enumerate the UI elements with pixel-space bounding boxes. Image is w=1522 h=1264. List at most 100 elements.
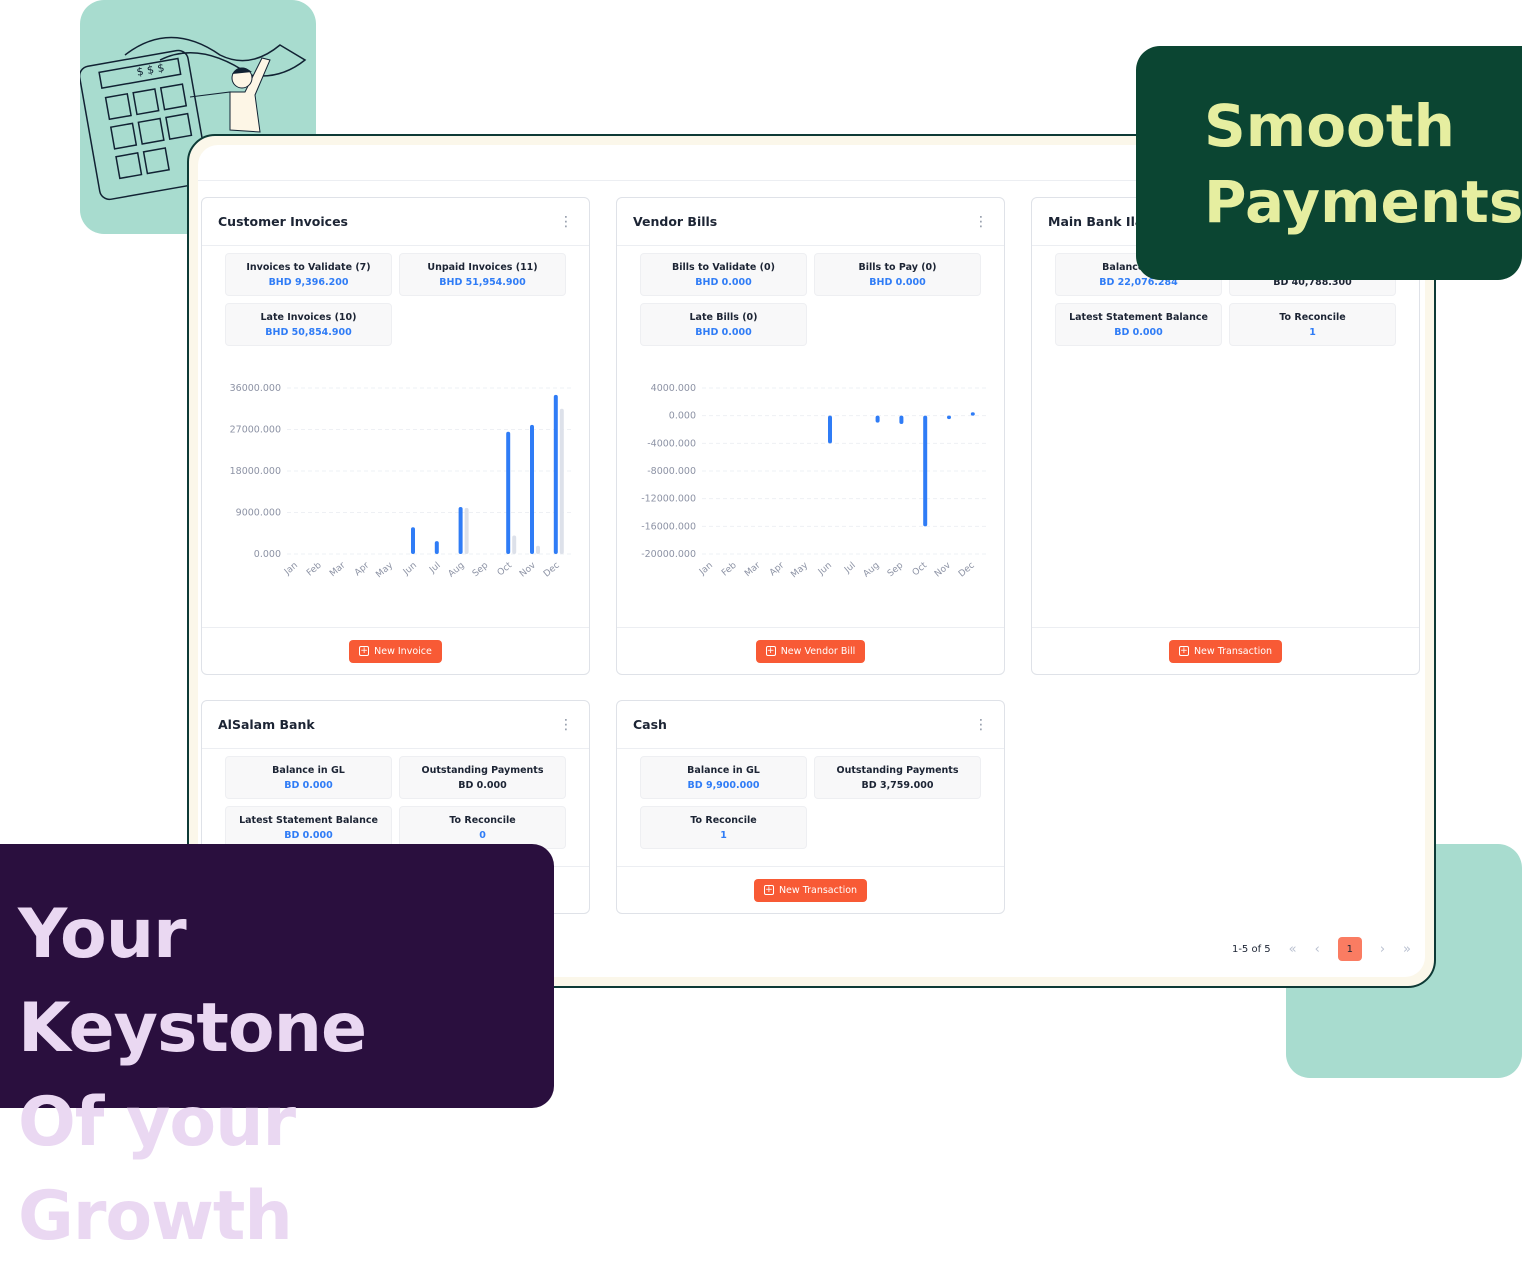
stat-value: BD 0.000 — [284, 830, 333, 841]
button-label: New Transaction — [778, 884, 858, 896]
stat-to-reconcile[interactable]: To Reconcile 1 — [640, 806, 807, 849]
button-label: New Invoice — [374, 645, 432, 657]
new-vendor-bill-button[interactable]: + New Vendor Bill — [755, 639, 866, 663]
x-tick-label: Sep — [471, 560, 491, 579]
card-customer-invoices: Customer Invoices ⋮ Invoices to Validate (… — [201, 197, 590, 675]
stat-label: To Reconcile — [449, 815, 516, 826]
y-tick-label: 0.000 — [254, 549, 281, 560]
stat-balance-in-gl[interactable]: Balance in GL BD 9,900.000 — [640, 756, 807, 799]
bar-dec — [970, 412, 975, 416]
plus-icon: + — [763, 885, 774, 895]
page-1-button[interactable]: 1 — [1337, 937, 1362, 961]
card-title: Main Bank Ila — [1048, 214, 1144, 229]
bar-aug — [875, 415, 880, 423]
x-tick-label: Aug — [862, 561, 882, 580]
bar-aug — [458, 506, 463, 554]
x-tick-label: May — [374, 560, 395, 580]
stat-label: Balance in GL — [687, 765, 760, 776]
stat-value: BHD 50,854.900 — [265, 327, 352, 338]
x-tick-label: Dec — [542, 561, 562, 580]
stat-value: BHD 0.000 — [695, 327, 752, 338]
stat-value: BHD 0.000 — [695, 277, 752, 288]
stat-invoices-to-validate-7[interactable]: Invoices to Validate (7) BHD 9,396.200 — [225, 253, 392, 296]
card-footer: + New Transaction — [617, 866, 1004, 913]
bar-sep — [899, 415, 904, 424]
y-tick-label: 36000.000 — [230, 383, 281, 394]
stat-bills-to-validate-0[interactable]: Bills to Validate (0) BHD 0.000 — [640, 253, 807, 296]
stat-label: Unpaid Invoices (11) — [427, 262, 538, 273]
stat-value: BD 0.000 — [458, 780, 507, 791]
x-tick-label: Jun — [816, 561, 834, 578]
button-label: New Transaction — [1193, 645, 1273, 657]
more-options-icon[interactable]: ⋮ — [974, 716, 988, 733]
stat-value: BD 22,076.284 — [1099, 277, 1178, 288]
stat-to-reconcile[interactable]: To Reconcile 1 — [1229, 303, 1396, 346]
more-options-icon[interactable]: ⋮ — [559, 213, 573, 230]
x-tick-label: Mar — [743, 560, 763, 579]
more-options-icon[interactable]: ⋮ — [974, 213, 988, 230]
x-tick-label: Feb — [720, 560, 739, 578]
stat-to-reconcile[interactable]: To Reconcile 0 — [399, 806, 566, 849]
stat-label: To Reconcile — [1279, 312, 1346, 323]
stat-value: BD 40,788.300 — [1273, 277, 1352, 288]
prev-page-button[interactable]: ‹ — [1314, 941, 1320, 957]
y-tick-label: 9000.000 — [236, 508, 281, 519]
stat-value: 0 — [479, 830, 486, 841]
new-transaction-button[interactable]: + New Transaction — [1168, 639, 1283, 663]
x-tick-label: Aug — [447, 561, 467, 580]
first-page-button[interactable]: « — [1288, 941, 1297, 957]
last-page-button[interactable]: » — [1403, 941, 1411, 957]
stat-label: Bills to Pay (0) — [858, 262, 937, 273]
promo-smooth-payments: Smooth Payments — [1136, 46, 1522, 280]
bar-nov — [536, 545, 540, 554]
chart: 36000.000 27000.000 18000.000 9000.000 0.000… — [230, 383, 574, 580]
calculator-display: $ $ $ — [136, 61, 166, 79]
bar-jun — [828, 415, 832, 444]
promo-line: Smooth — [1204, 92, 1455, 160]
stat-value: 1 — [1309, 327, 1316, 338]
y-tick-label: 27000.000 — [230, 425, 281, 436]
bar-nov — [947, 415, 951, 420]
card-title: Cash — [633, 717, 667, 732]
plus-icon: + — [765, 646, 776, 656]
header-divider — [198, 180, 1425, 181]
stat-label: To Reconcile — [690, 815, 757, 826]
stat-latest-statement-balance[interactable]: Latest Statement Balance BD 0.000 — [225, 806, 392, 849]
stat-balance-in-gl[interactable]: Balance in GL BD 0.000 — [225, 756, 392, 799]
y-tick-label: -8000.000 — [647, 466, 696, 477]
stat-latest-statement-balance[interactable]: Latest Statement Balance BD 0.000 — [1055, 303, 1222, 346]
new-transaction-button[interactable]: + New Transaction — [753, 878, 868, 902]
stat-value: BD 9,900.000 — [687, 780, 760, 791]
new-invoice-button[interactable]: + New Invoice — [349, 639, 442, 663]
bar-aug — [464, 507, 469, 554]
next-page-button[interactable]: › — [1379, 941, 1386, 957]
stat-value: 1 — [720, 830, 727, 841]
card-footer: + New Invoice — [202, 627, 589, 674]
stat-outstanding-payments[interactable]: Outstanding Payments BD 0.000 — [399, 756, 566, 799]
bar-oct — [512, 535, 517, 554]
stat-bills-to-pay-0[interactable]: Bills to Pay (0) BHD 0.000 — [814, 253, 981, 296]
stat-label: Outstanding Payments — [836, 765, 959, 776]
card-vendor-bills: Vendor Bills ⋮ Bills to Validate (0) BHD 0.… — [616, 197, 1005, 675]
stat-value: BHD 51,954.900 — [439, 277, 526, 288]
x-tick-label: Nov — [518, 560, 538, 579]
y-tick-label: 4000.000 — [651, 383, 696, 394]
more-options-icon[interactable]: ⋮ — [559, 716, 573, 733]
promo-line: Your Keystone — [18, 895, 367, 1068]
x-tick-label: Apr — [768, 560, 787, 578]
x-tick-label: Feb — [305, 560, 324, 578]
x-tick-label: Oct — [496, 560, 515, 578]
pager-range: 1-5 of 5 — [1231, 943, 1271, 955]
x-tick-label: Oct — [911, 560, 930, 578]
stat-late-invoices-10[interactable]: Late Invoices (10) BHD 50,854.900 — [225, 303, 392, 346]
x-tick-label: Nov — [933, 560, 953, 579]
stat-label: Latest Statement Balance — [239, 815, 378, 826]
stat-outstanding-payments[interactable]: Outstanding Payments BD 3,759.000 — [814, 756, 981, 799]
stat-value: BD 0.000 — [284, 780, 333, 791]
stat-unpaid-invoices-11[interactable]: Unpaid Invoices (11) BHD 51,954.900 — [399, 253, 566, 296]
y-tick-label: -16000.000 — [641, 521, 696, 532]
stat-value: BD 3,759.000 — [861, 780, 934, 791]
x-tick-label: Jul — [842, 561, 858, 576]
stat-late-bills-0[interactable]: Late Bills (0) BHD 0.000 — [640, 303, 807, 346]
card-title: Customer Invoices — [218, 214, 348, 229]
